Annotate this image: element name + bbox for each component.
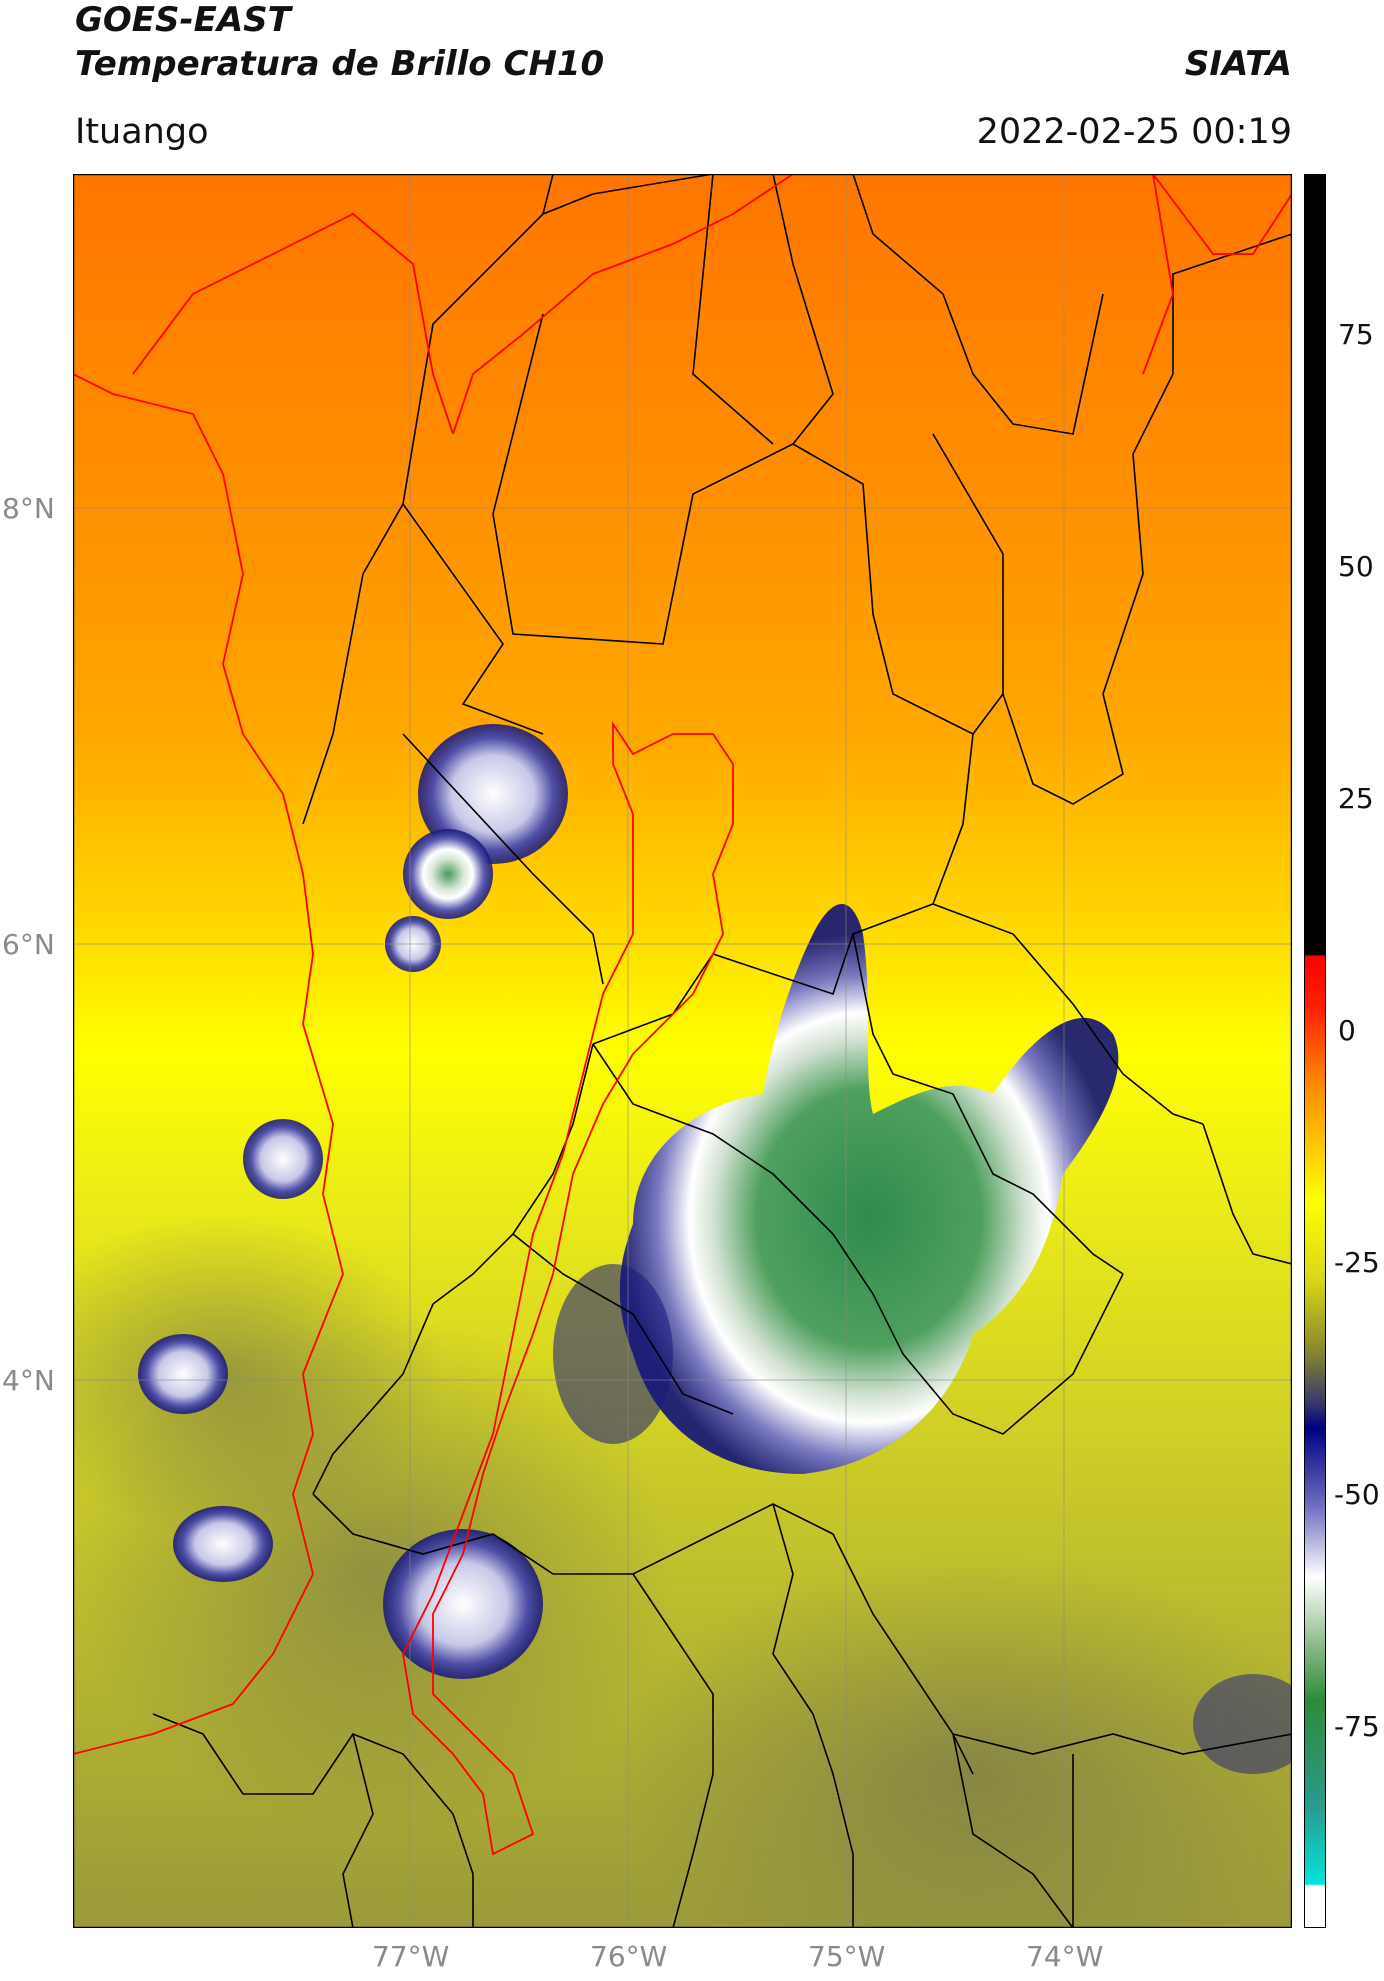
- colorbar-tick-25: 25: [1338, 782, 1374, 815]
- coastline: [73, 174, 1292, 1856]
- lon-label-77W: 77°W: [372, 1940, 450, 1973]
- colorbar-gradient: [1304, 174, 1326, 1928]
- haze-area: [613, 1554, 1292, 1928]
- storm-cell: [173, 1506, 273, 1582]
- department-boundaries: [152, 174, 1292, 1928]
- haze-area: [73, 1214, 443, 1534]
- storm-cell-north-core: [403, 829, 493, 919]
- storm-cell: [138, 1334, 228, 1414]
- colorbar-frame: [1304, 174, 1326, 1928]
- brightness-temperature-map: [73, 174, 1292, 1928]
- colorbar-tick-50: 50: [1338, 550, 1374, 583]
- product-title: Temperatura de Brillo CH10: [75, 44, 605, 84]
- colorbar-tick-minus50: -50: [1334, 1478, 1380, 1511]
- colorbar-tick-75: 75: [1338, 318, 1374, 351]
- agency-label: SIATA: [1184, 44, 1292, 84]
- storm-cell-north: [418, 724, 568, 864]
- lat-label-8N: 8°N: [2, 492, 55, 525]
- datetime-label: 2022-02-25 00:19: [976, 112, 1292, 152]
- storm-cell-main: [619, 904, 1119, 1474]
- storm-cell-south: [383, 1529, 543, 1679]
- colorbar-tick-minus75: -75: [1334, 1710, 1380, 1743]
- colorbar: [1304, 174, 1326, 1928]
- cloud-edge: [553, 1264, 673, 1444]
- lon-label-76W: 76°W: [590, 1940, 668, 1973]
- location-label: Ituango: [75, 112, 209, 152]
- lon-label-75W: 75°W: [808, 1940, 886, 1973]
- colorbar-tick-0: 0: [1338, 1014, 1356, 1047]
- cloud-edge: [1193, 1674, 1292, 1774]
- graticule: [73, 174, 1292, 1928]
- lon-label-74W: 74°W: [1026, 1940, 1104, 1973]
- lat-label-4N: 4°N: [2, 1364, 55, 1397]
- storm-cell-west: [243, 1119, 323, 1199]
- map-frame: [73, 174, 1292, 1928]
- lat-label-6N: 6°N: [2, 928, 55, 961]
- colorbar-tick-minus25: -25: [1334, 1246, 1380, 1279]
- satellite-title: GOES-EAST: [75, 0, 291, 40]
